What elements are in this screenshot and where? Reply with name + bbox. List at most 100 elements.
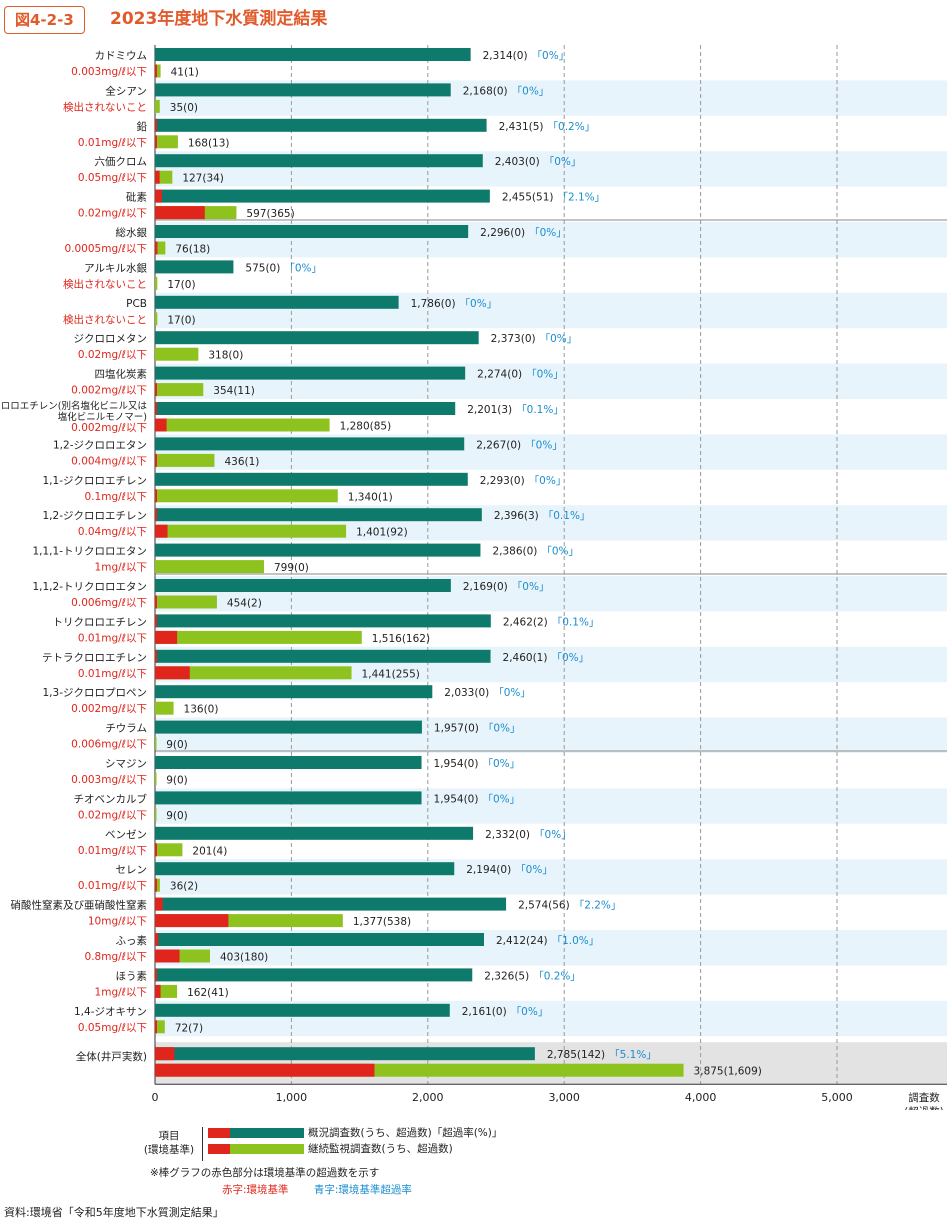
item-monitor-exceed-bar — [155, 914, 229, 928]
category-standard: 0.01mg/ℓ以下 — [78, 880, 147, 892]
item-monitor-exceed-bar — [155, 206, 205, 220]
legend-item-label: 項目 (環境基準) — [140, 1129, 198, 1157]
category-standard: 1mg/ℓ以下 — [95, 986, 147, 998]
item-monitor-exceed-bar — [155, 489, 157, 503]
item-survey-label: 2,574(56) — [518, 900, 570, 912]
x-tick-label: 5,000 — [821, 1091, 853, 1104]
category-standard: 0.01mg/ℓ以下 — [78, 632, 147, 644]
item-monitor-label: 127(34) — [182, 173, 224, 185]
total-category-name: 全体(井戸実数) — [76, 1050, 147, 1063]
item-survey-bar — [155, 720, 422, 734]
figure-header: 図4-2-3 2023年度地下水質測定結果 — [0, 0, 947, 44]
item-monitor-exceed-bar — [155, 630, 178, 644]
item-survey-exceed-bar — [155, 189, 162, 203]
category-name: 六価クロム — [95, 155, 148, 168]
category-name: 1,2-ジクロロエタン — [53, 439, 147, 451]
item-survey-bar — [155, 154, 483, 168]
legend-survey-exceed-swatch — [208, 1128, 230, 1138]
category-name: 四塩化炭素 — [95, 368, 148, 381]
category-name-line: クロロエチレン(別名塩化ビニル又は — [0, 400, 147, 412]
item-survey-bar — [155, 826, 474, 840]
item-monitor-bar — [155, 737, 157, 751]
x-tick-label: 1,000 — [276, 1091, 308, 1104]
x-tick-label: 2,000 — [412, 1091, 444, 1104]
item-monitor-label: 168(13) — [188, 137, 230, 149]
item-survey-label: 2,201(3) — [467, 404, 512, 416]
category-name: ジクロロメタン — [74, 333, 148, 345]
item-monitor-exceed-bar — [155, 666, 190, 680]
item-survey-exceed-bar — [155, 649, 157, 663]
item-rate-label: 「0%」 — [529, 475, 567, 487]
item-monitor-exceed-bar — [155, 418, 167, 432]
item-rate-label: 「0%」 — [551, 652, 589, 664]
item-survey-bar — [155, 614, 491, 628]
item-survey-exceed-bar — [155, 968, 157, 982]
item-monitor-exceed-bar — [155, 453, 157, 467]
category-name: シマジン — [105, 758, 147, 770]
legend-monitor-text: 継続監視調査数(うち、超過数) — [308, 1143, 453, 1155]
category-standard: 0.02mg/ℓ以下 — [78, 809, 147, 821]
legend-item-title: 項目 — [158, 1130, 180, 1142]
item-monitor-label: 454(2) — [227, 598, 262, 610]
item-monitor-exceed-bar — [155, 524, 168, 538]
item-rate-label: 「0%」 — [512, 85, 550, 97]
item-rate-label: 「0%」 — [493, 687, 531, 699]
item-survey-bar — [155, 579, 451, 592]
item-survey-bar — [155, 862, 455, 876]
category-standard: 10mg/ℓ以下 — [88, 916, 147, 928]
item-survey-label: 2,431(5) — [499, 121, 544, 133]
item-survey-label: 2,267(0) — [476, 439, 521, 451]
category-standard: 検出されないこと — [63, 277, 147, 290]
category-standard: 0.004mg/ℓ以下 — [71, 455, 147, 467]
item-monitor-label: 9(0) — [166, 739, 188, 751]
category-standard: 0.006mg/ℓ以下 — [71, 739, 147, 751]
item-monitor-bar — [155, 1020, 165, 1034]
category-name: アルキル水銀 — [84, 261, 147, 274]
item-rate-label: 「0%」 — [511, 1006, 549, 1018]
item-survey-bar — [155, 791, 422, 805]
category-name: チウラム — [105, 723, 147, 735]
category-name: セレン — [116, 864, 148, 876]
legend-survey-text: 概況調査数(うち、超過数)「超過率(%)」 — [308, 1127, 503, 1139]
item-monitor-label: 436(1) — [224, 456, 259, 468]
item-survey-label: 2,293(0) — [480, 475, 525, 487]
x-tick-label: 4,000 — [685, 1091, 717, 1104]
item-survey-label: 1,957(0) — [434, 723, 479, 735]
item-rate-label: 「0%」 — [540, 333, 578, 345]
item-monitor-bar — [155, 135, 178, 149]
item-monitor-exceed-bar — [155, 843, 157, 857]
category-standard: 検出されないこと — [63, 100, 147, 113]
item-survey-bar — [155, 260, 234, 274]
category-name: 総水銀 — [116, 226, 148, 239]
item-survey-bar — [155, 685, 433, 699]
item-survey-label: 1,954(0) — [434, 793, 479, 805]
item-rate-label: 「0.1%」 — [552, 616, 600, 628]
item-monitor-label: 41(1) — [171, 67, 199, 79]
item-survey-label: 2,455(51) — [502, 192, 554, 204]
item-rate-label: 「0%」 — [525, 439, 563, 451]
total-monitor-label: 3,875(1,609) — [694, 1066, 762, 1078]
category-standard: 0.002mg/ℓ以下 — [71, 422, 147, 434]
item-monitor-label: 17(0) — [167, 314, 195, 326]
item-monitor-exceed-bar — [155, 135, 157, 149]
item-rate-label: 「0%」 — [544, 156, 582, 168]
item-survey-bar — [155, 83, 451, 97]
category-standard: 1mg/ℓ以下 — [95, 562, 147, 574]
item-rate-label: 「0.2%」 — [533, 970, 581, 982]
item-survey-bar — [155, 189, 490, 203]
item-monitor-exceed-bar — [155, 984, 161, 998]
item-survey-exceed-bar — [155, 614, 157, 628]
legend-bracket — [202, 1127, 207, 1161]
category-standard: 検出されないこと — [63, 313, 147, 326]
item-monitor-label: 9(0) — [166, 775, 188, 787]
item-monitor-bar — [155, 489, 338, 503]
item-rate-label: 「0%」 — [512, 581, 550, 593]
item-monitor-label: 72(7) — [175, 1022, 203, 1034]
category-name: テトラクロロエチレン — [42, 652, 147, 664]
legend-monitor-exceed-swatch — [208, 1144, 230, 1154]
item-monitor-exceed-bar — [155, 383, 157, 397]
total-survey-label: 2,785(142) — [547, 1049, 605, 1061]
category-name: 1,1,1-トリクロロエタン — [32, 546, 147, 558]
item-monitor-bar — [155, 453, 215, 467]
category-name: チオベンカルブ — [74, 792, 148, 805]
